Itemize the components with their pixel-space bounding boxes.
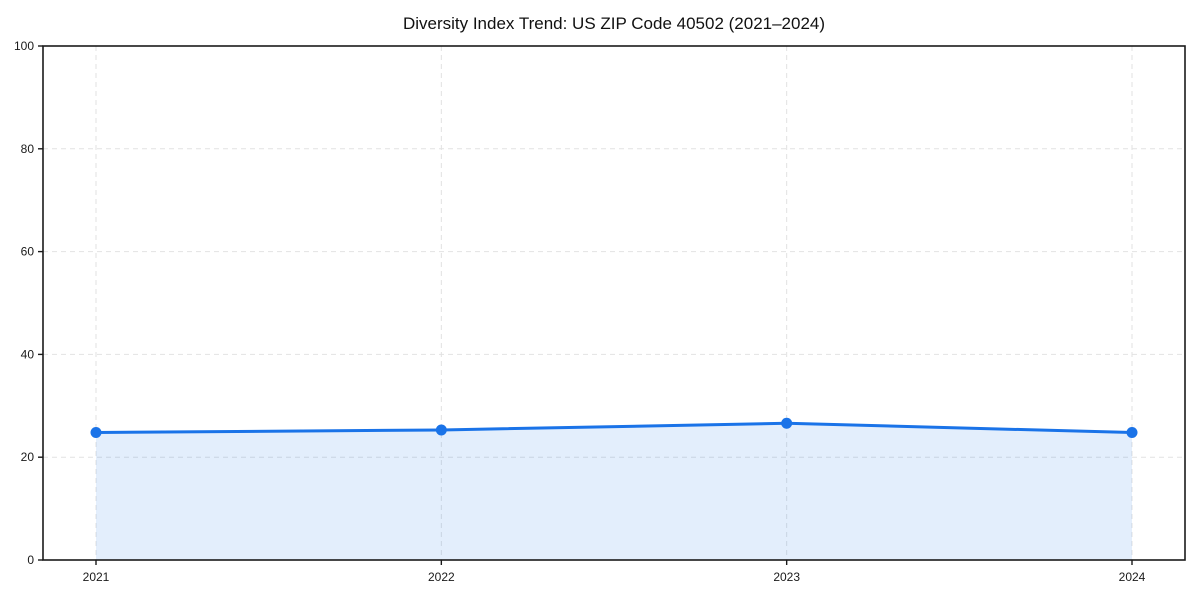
area-fill <box>96 423 1132 560</box>
x-tick-label: 2024 <box>1119 570 1146 584</box>
y-tick-label: 80 <box>21 142 35 156</box>
plot-border <box>42 45 1186 561</box>
chart-title: Diversity Index Trend: US ZIP Code 40502… <box>402 14 826 33</box>
trend-line <box>94 421 1134 435</box>
data-point-2024 <box>1126 427 1138 439</box>
x-tick-label: 2022 <box>428 570 455 584</box>
y-tick-label: 0 <box>27 553 34 567</box>
data-point-2023 <box>781 417 793 429</box>
y-tick-label: 60 <box>21 245 35 259</box>
y-tick-label: 20 <box>21 450 35 464</box>
x-tick-label: 2023 <box>773 570 800 584</box>
data-point-2022 <box>435 424 447 436</box>
y-tick-label: 40 <box>21 347 35 361</box>
y-tick-label: 100 <box>14 39 34 53</box>
x-tick-label: 2021 <box>83 570 110 584</box>
data-point-2021 <box>90 427 102 439</box>
